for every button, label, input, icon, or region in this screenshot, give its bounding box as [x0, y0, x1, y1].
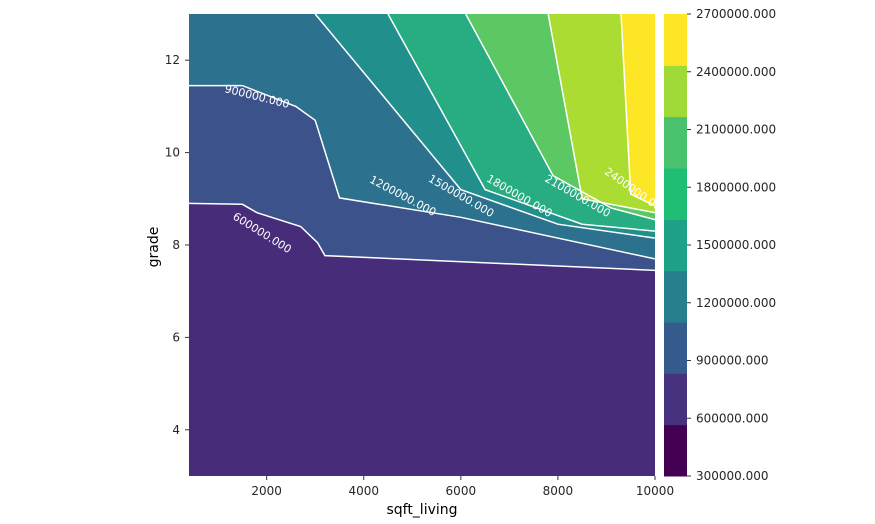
contour-bands: [189, 14, 655, 476]
colorbar-tick-label-0: 300000.000: [696, 469, 769, 483]
x-tick-label-10000: 10000: [636, 484, 674, 498]
colorbar-tick-label-4: 1500000.000: [696, 238, 776, 252]
colorbar-tick-label-3: 1200000.000: [696, 296, 776, 310]
contour-line-2100000: [547, 14, 655, 214]
colorbar: 300000.000 600000.000 900000.000 1200000.00…: [664, 7, 776, 483]
x-tick-label-2000: 2000: [251, 484, 282, 498]
colorbar-segment-8: [664, 14, 687, 66]
colorbar-segment-4: [664, 219, 687, 272]
colorbar-segment-2: [664, 322, 687, 374]
colorbar-tick-label-2: 900000.000: [696, 354, 769, 368]
y-axis: 4 6 8 10 12: [165, 53, 189, 437]
y-tick-label-10: 10: [165, 146, 180, 160]
contour-line-1800000: [465, 14, 655, 221]
y-axis-title: grade: [146, 227, 162, 268]
contour-line-1500000: [387, 14, 655, 232]
x-tick-label-6000: 6000: [446, 484, 477, 498]
band-2400000: [621, 14, 655, 206]
x-tick-label-8000: 8000: [543, 484, 574, 498]
contour-line-600000: [189, 202, 655, 272]
contour-line-900000: [189, 84, 655, 260]
colorbar-segment-5: [664, 168, 687, 220]
contour-line-1200000: [314, 14, 655, 239]
colorbar-segment-1: [664, 373, 687, 426]
x-tick-label-4000: 4000: [348, 484, 379, 498]
y-tick-label-4: 4: [172, 423, 180, 437]
y-tick-label-12: 12: [165, 53, 180, 67]
colorbar-segment-3: [664, 270, 687, 323]
x-axis: 2000 4000 6000 8000 10000: [251, 476, 674, 498]
colorbar-tick-label-7: 2400000.000: [696, 65, 776, 79]
x-axis-title: sqft_living: [386, 502, 457, 518]
contour-lines: [189, 14, 655, 272]
colorbar-tick-label-5: 1800000.000: [696, 180, 776, 194]
colorbar-tick-label-1: 600000.000: [696, 411, 769, 425]
colorbar-segment-7: [664, 65, 687, 118]
colorbar-segment-0: [664, 424, 687, 477]
colorbar-segment-6: [664, 116, 687, 169]
y-tick-label-6: 6: [172, 330, 180, 344]
colorbar-tick-label-6: 2100000.000: [696, 123, 776, 137]
colorbar-tick-label-8: 2700000.000: [696, 7, 776, 21]
contour-line-2400000: [620, 14, 655, 207]
y-tick-label-8: 8: [172, 238, 180, 252]
